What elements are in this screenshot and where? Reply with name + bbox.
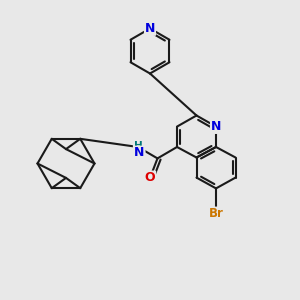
- Text: N: N: [211, 120, 221, 133]
- Text: H: H: [134, 141, 142, 151]
- Text: N: N: [134, 146, 145, 160]
- Text: N: N: [145, 22, 155, 35]
- Text: Br: Br: [209, 207, 224, 220]
- Text: O: O: [145, 171, 155, 184]
